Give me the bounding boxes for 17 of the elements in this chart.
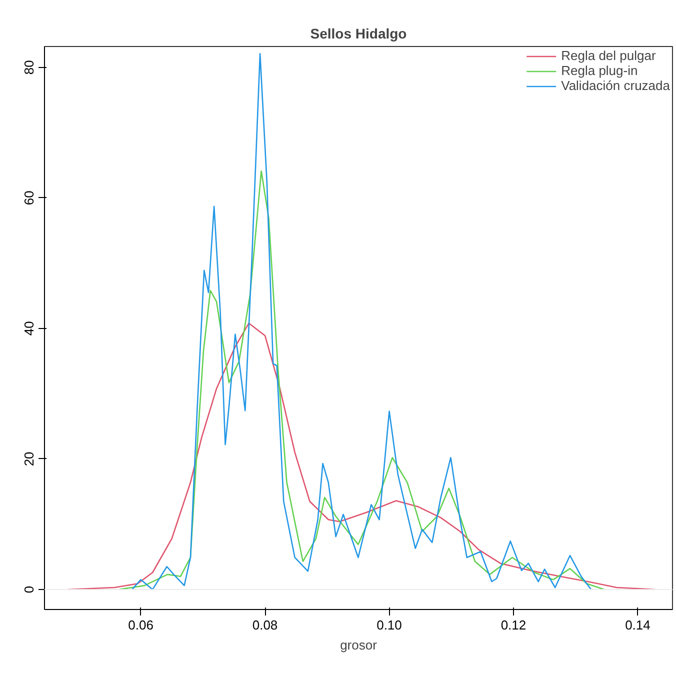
- x-axis-title: grosor: [340, 638, 378, 652]
- y-tick-label: 20: [22, 452, 36, 466]
- x-tick-label: 0.10: [376, 618, 402, 632]
- y-tick-label: 40: [22, 321, 36, 336]
- x-tick-label: 0.14: [625, 618, 650, 632]
- x-tick-label: 0.08: [252, 618, 278, 632]
- legend-label: Regla plug-in: [561, 63, 638, 78]
- y-tick-label: 80: [22, 60, 36, 75]
- x-tick-label: 0.12: [500, 618, 526, 632]
- legend-label: Validación cruzada: [561, 78, 670, 93]
- y-tick-label: 0: [22, 586, 36, 594]
- line-series: [118, 170, 605, 590]
- line-series: [67, 322, 656, 590]
- legend-label: Regla del pulgar: [561, 48, 656, 63]
- y-tick-label: 60: [22, 190, 36, 206]
- x-tick-label: 0.06: [128, 618, 154, 632]
- chart-title: Sellos Hidalgo: [310, 26, 407, 42]
